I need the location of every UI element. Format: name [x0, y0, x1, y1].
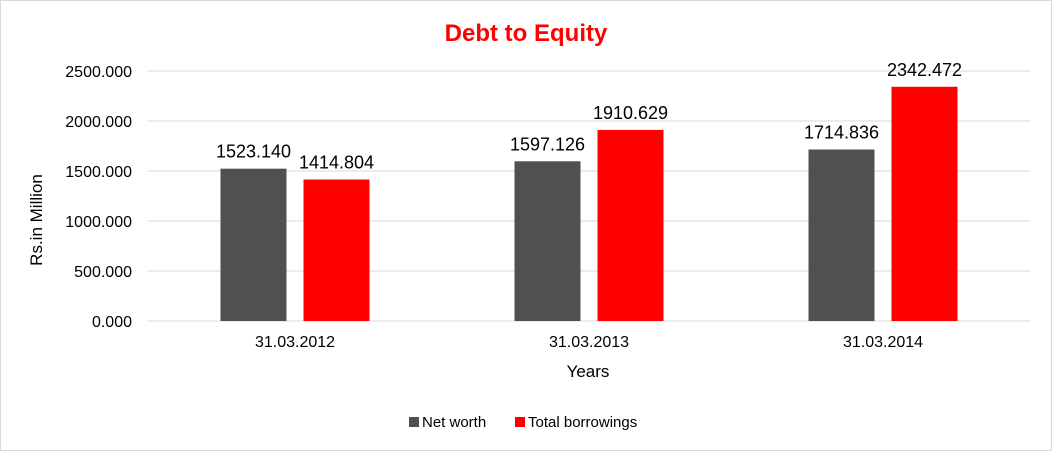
data-label: 1597.126	[510, 134, 585, 154]
y-tick-label: 500.000	[74, 264, 132, 281]
y-tick-label: 2500.000	[65, 64, 132, 81]
y-axis-title: Rs.in Million	[27, 174, 46, 266]
x-axis-ticks: 31.03.2012 31.03.2013 31.03.2014	[255, 334, 923, 351]
legend-swatch	[409, 417, 419, 427]
legend-swatch	[515, 417, 525, 427]
bars: 1523.140 1414.804 1597.126 1910.629 1714.836…	[216, 60, 962, 321]
gridlines	[148, 70, 1030, 322]
x-tick-label: 31.03.2013	[549, 334, 629, 351]
y-axis-ticks: 0.000 500.000 1000.000 1500.000 2000.000 2500…	[65, 64, 132, 331]
y-tick-label: 1500.000	[65, 164, 132, 181]
data-label: 1714.836	[804, 123, 879, 143]
bar	[597, 129, 664, 321]
bar	[303, 179, 370, 321]
bar	[514, 161, 581, 321]
x-axis-title: Years	[567, 362, 610, 381]
legend-label: Net worth	[422, 414, 486, 431]
data-label: 1523.140	[216, 142, 291, 162]
y-tick-label: 0.000	[92, 314, 132, 331]
legend: Net worth Total borrowings	[409, 414, 637, 431]
data-label: 2342.472	[887, 60, 962, 80]
bar	[220, 168, 287, 321]
x-tick-label: 31.03.2012	[255, 334, 335, 351]
bar	[808, 149, 875, 321]
y-tick-label: 1000.000	[65, 214, 132, 231]
data-label: 1910.629	[593, 103, 668, 123]
bar	[891, 86, 958, 321]
legend-label: Total borrowings	[528, 414, 637, 431]
chart-title: Debt to Equity	[445, 20, 608, 47]
x-tick-label: 31.03.2014	[843, 334, 923, 351]
y-tick-label: 2000.000	[65, 114, 132, 131]
data-label: 1414.804	[299, 153, 374, 173]
